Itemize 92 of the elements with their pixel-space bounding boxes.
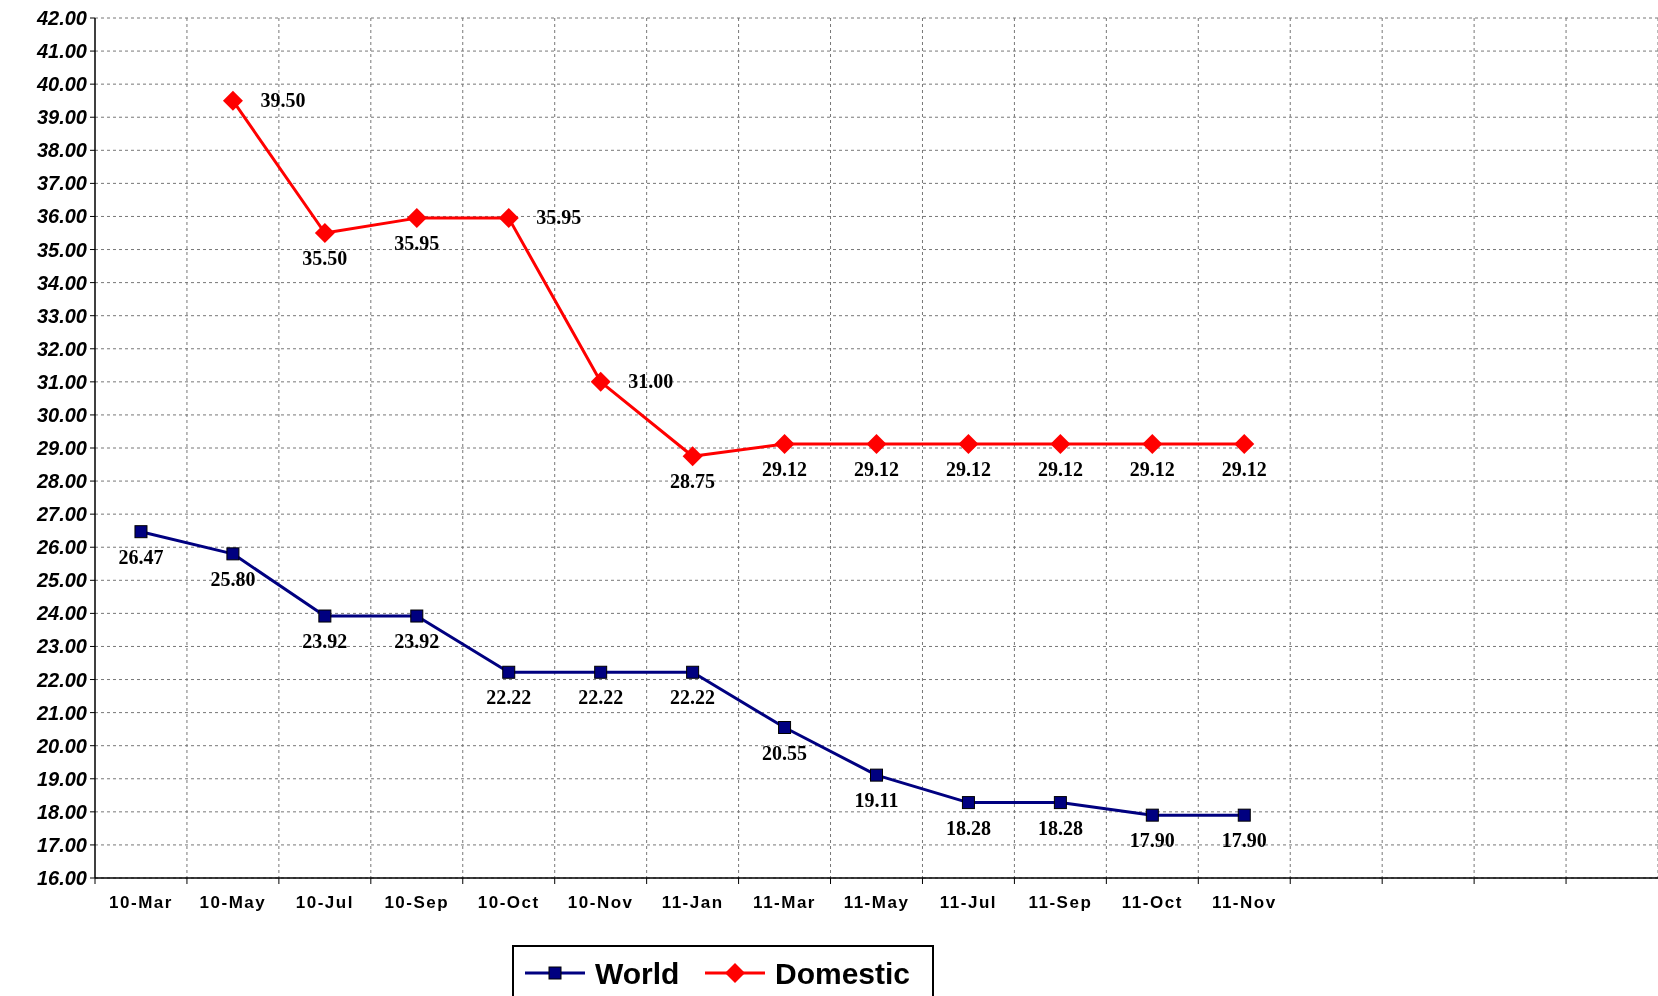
- point: [870, 768, 883, 782]
- data-label: 17.90: [1129, 829, 1175, 852]
- point: [958, 434, 979, 455]
- point: [1142, 434, 1163, 455]
- point: [1234, 434, 1255, 455]
- y-tick-label: 17.00: [36, 833, 87, 856]
- y-tick-label: 20.00: [35, 734, 87, 757]
- point: [866, 434, 887, 455]
- point: [1237, 808, 1251, 822]
- data-label: 26.47: [118, 545, 164, 568]
- x-tick-label: 10-Mar: [109, 893, 173, 912]
- y-tick-label: 32.00: [36, 337, 87, 360]
- x-tick-label: 11-Jul: [939, 893, 998, 912]
- point: [410, 609, 424, 623]
- y-tick-label: 19.00: [36, 767, 87, 790]
- y-tick-label: 38.00: [36, 139, 87, 162]
- data-label: 25.80: [210, 567, 256, 590]
- point: [134, 525, 148, 539]
- data-label: 22.22: [670, 686, 716, 709]
- y-tick-label: 24.00: [35, 602, 87, 625]
- data-label: 18.28: [945, 816, 991, 839]
- y-tick-label: 41.00: [35, 40, 87, 63]
- data-label: 22.22: [486, 686, 532, 709]
- point: [498, 208, 519, 229]
- x-tick-label: 11-Jan: [661, 893, 724, 912]
- data-label: 29.12: [762, 458, 808, 481]
- point: [682, 446, 703, 467]
- point: [314, 223, 335, 243]
- point: [961, 796, 975, 810]
- x-tick-label: 11-Mar: [753, 893, 816, 912]
- y-tick-label: 23.00: [35, 635, 87, 658]
- x-tick-label: 11-May: [843, 893, 910, 912]
- point: [406, 208, 427, 229]
- y-tick-label: 34.00: [36, 271, 87, 294]
- y-tick-label: 40.00: [35, 73, 87, 96]
- y-tick-label: 31.00: [36, 370, 87, 393]
- y-tick-label: 28.00: [35, 470, 87, 493]
- data-label: 23.92: [302, 630, 348, 653]
- data-label: 29.12: [945, 458, 991, 481]
- y-tick-label: 37.00: [36, 172, 87, 195]
- data-label: 19.11: [854, 789, 899, 812]
- data-label: 35.95: [536, 206, 582, 229]
- legend-label: World: [595, 956, 680, 990]
- data-label: 31.00: [628, 369, 674, 392]
- point: [594, 665, 608, 679]
- y-tick-label: 18.00: [36, 800, 87, 823]
- point: [590, 371, 611, 392]
- y-tick-label: 39.00: [36, 106, 87, 129]
- data-label: 39.50: [260, 88, 306, 111]
- y-tick-label: 36.00: [36, 205, 87, 228]
- y-tick-label: 33.00: [36, 304, 87, 327]
- data-label: 28.75: [670, 470, 716, 493]
- data-label: 29.12: [1037, 458, 1083, 481]
- x-tick-label: 10-Sep: [384, 893, 450, 912]
- point: [318, 609, 332, 623]
- x-tick-label: 11-Oct: [1121, 893, 1183, 912]
- point: [1053, 796, 1067, 810]
- point: [226, 547, 240, 561]
- data-label: 29.12: [854, 458, 899, 481]
- x-tick-label: 10-Nov: [567, 893, 634, 912]
- data-label: 22.22: [578, 686, 624, 709]
- y-tick-label: 25.00: [35, 569, 87, 592]
- point: [1050, 434, 1071, 455]
- y-tick-label: 42.00: [35, 7, 87, 29]
- y-tick-label: 27.00: [35, 503, 87, 526]
- y-tick-label: 35.00: [36, 238, 87, 261]
- data-label: 35.50: [302, 247, 348, 269]
- data-label: 23.92: [394, 630, 440, 653]
- legend-label: Domestic: [775, 956, 911, 990]
- x-tick-label: 11-Nov: [1211, 893, 1277, 912]
- y-tick-label: 30.00: [36, 403, 87, 426]
- x-tick-label: 10-May: [199, 893, 267, 912]
- x-tick-label: 11-Sep: [1028, 893, 1093, 912]
- data-label: 17.90: [1221, 829, 1267, 852]
- point: [686, 665, 700, 679]
- data-label: 20.55: [762, 741, 808, 764]
- data-label: 35.95: [394, 232, 440, 255]
- y-tick-label: 22.00: [35, 668, 87, 691]
- point: [778, 721, 792, 734]
- y-tick-label: 16.00: [36, 867, 87, 889]
- data-label: 29.12: [1129, 458, 1175, 481]
- y-tick-label: 26.00: [35, 536, 87, 559]
- point: [774, 434, 795, 455]
- data-label: 29.12: [1221, 458, 1267, 481]
- data-label: 18.28: [1037, 816, 1083, 839]
- point: [222, 90, 243, 111]
- y-tick-label: 29.00: [35, 437, 87, 459]
- point: [1145, 808, 1159, 822]
- x-tick-label: 10-Jul: [295, 893, 354, 912]
- y-tick-label: 21.00: [35, 701, 87, 724]
- point: [502, 665, 516, 679]
- x-tick-label: 10-Oct: [477, 893, 540, 912]
